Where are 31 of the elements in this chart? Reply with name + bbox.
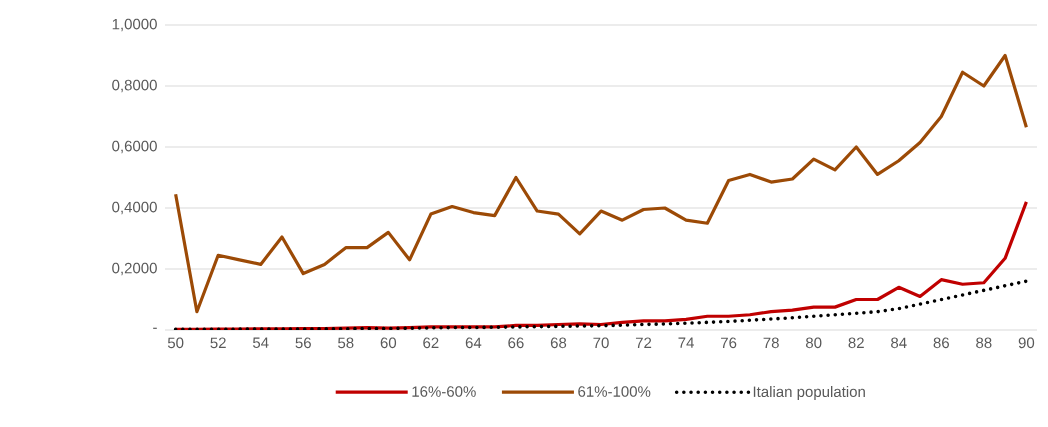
x-tick-label: 82	[848, 337, 864, 349]
y-tick-label: 0,6000	[112, 140, 157, 154]
y-tick-label: 0,8000	[112, 79, 157, 93]
y-tick-label: 0,2000	[112, 262, 157, 276]
x-tick-label: 60	[380, 337, 397, 349]
x-tick-label: 58	[338, 337, 354, 349]
x-tick-label: 76	[721, 337, 737, 349]
y-tick-label: -	[153, 327, 157, 329]
x-tick-label: 50	[167, 337, 184, 349]
legend-label: Italian population	[753, 386, 865, 401]
x-tick-label: 74	[678, 337, 694, 348]
x-tick-label: 56	[295, 337, 311, 349]
x-tick-label: 78	[763, 337, 779, 349]
y-tick-label: 1,0000	[112, 18, 157, 32]
x-tick-label: 86	[933, 337, 949, 349]
x-tick-label: 64	[465, 337, 482, 349]
line-series	[174, 53, 1028, 314]
x-tick-label: 62	[423, 337, 439, 349]
x-tick-label: 90	[1018, 337, 1035, 349]
legend-label: 61%-100%	[578, 386, 651, 397]
x-tick-label: 54	[252, 337, 269, 348]
x-tick-label: 80	[806, 337, 822, 349]
x-tick-label: 72	[635, 337, 652, 348]
x-tick-label: 88	[976, 337, 992, 349]
y-tick-label: 0,4000	[112, 201, 157, 215]
x-tick-label: 68	[550, 337, 567, 349]
x-tick-label: 66	[508, 337, 524, 349]
x-tick-label: 84	[891, 337, 907, 349]
legend-label: 16%-60%	[412, 386, 476, 397]
x-tick-label: 70	[593, 337, 609, 349]
x-tick-label: 52	[210, 337, 226, 349]
